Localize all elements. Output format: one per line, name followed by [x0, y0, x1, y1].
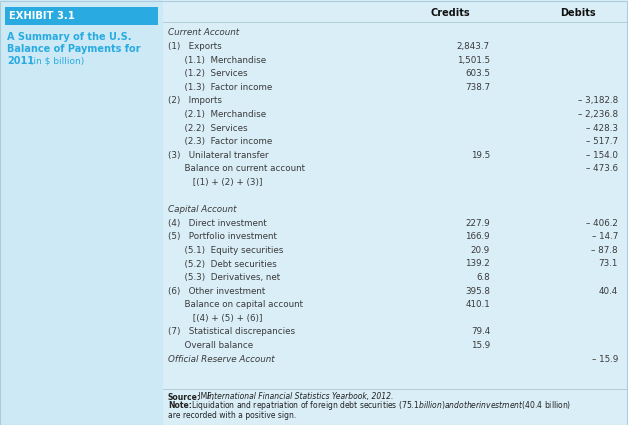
Text: [(1) + (2) + (3)]: [(1) + (2) + (3)] [168, 178, 263, 187]
Text: (7)   Statistical discrepancies: (7) Statistical discrepancies [168, 328, 295, 337]
Text: Source:: Source: [168, 393, 201, 402]
Text: – 517.7: – 517.7 [586, 137, 618, 146]
Text: (in $ billion): (in $ billion) [27, 56, 84, 65]
Bar [0, 0, 163, 425]
Text: Current Account: Current Account [168, 28, 239, 37]
Text: 15.9: 15.9 [471, 341, 490, 350]
Text: – 15.9: – 15.9 [592, 355, 618, 364]
Text: 227.9: 227.9 [465, 219, 490, 228]
Text: 73.1: 73.1 [598, 260, 618, 269]
Text: 1,501.5: 1,501.5 [457, 56, 490, 65]
Text: 19.5: 19.5 [471, 151, 490, 160]
Text: – 154.0: – 154.0 [586, 151, 618, 160]
Text: 166.9: 166.9 [465, 232, 490, 241]
Text: 603.5: 603.5 [465, 69, 490, 78]
Text: (2.3)  Factor income: (2.3) Factor income [168, 137, 273, 146]
Text: A Summary of the U.S.: A Summary of the U.S. [7, 32, 131, 42]
Text: Capital Account: Capital Account [168, 205, 237, 214]
Text: (5.2)  Debt securities: (5.2) Debt securities [168, 260, 277, 269]
Text: (2.2)  Services: (2.2) Services [168, 124, 247, 133]
Text: (1.2)  Services: (1.2) Services [168, 69, 247, 78]
Text: (5.3)  Derivatives, net: (5.3) Derivatives, net [168, 273, 280, 282]
Text: IMF,: IMF, [196, 393, 217, 402]
Text: (3)   Unilateral transfer: (3) Unilateral transfer [168, 151, 269, 160]
Text: (5)   Portfolio investment: (5) Portfolio investment [168, 232, 277, 241]
Text: – 2,236.8: – 2,236.8 [578, 110, 618, 119]
Text: Balance on current account: Balance on current account [168, 164, 305, 173]
Bar [5, 7, 158, 25]
Text: (1)   Exports: (1) Exports [168, 42, 222, 51]
Text: Official Reserve Account: Official Reserve Account [168, 355, 274, 364]
Text: (2.1)  Merchandise: (2.1) Merchandise [168, 110, 266, 119]
Text: International Financial Statistics Yearbook, 2012.: International Financial Statistics Yearb… [207, 393, 393, 402]
Text: (5.1)  Equity securities: (5.1) Equity securities [168, 246, 283, 255]
Text: – 87.8: – 87.8 [592, 246, 618, 255]
Text: – 406.2: – 406.2 [586, 219, 618, 228]
Text: Liquidation and repatriation of foreign debt securities ($75.1 billion) and othe: Liquidation and repatriation of foreign … [189, 400, 571, 413]
Text: 6.8: 6.8 [476, 273, 490, 282]
Text: Debits: Debits [560, 8, 596, 18]
Text: Balance of Payments for: Balance of Payments for [7, 44, 141, 54]
Text: [(4) + (5) + (6)]: [(4) + (5) + (6)] [168, 314, 263, 323]
Text: 410.1: 410.1 [465, 300, 490, 309]
Text: 2011: 2011 [7, 56, 34, 66]
Text: – 428.3: – 428.3 [586, 124, 618, 133]
Text: EXHIBIT 3.1: EXHIBIT 3.1 [9, 11, 75, 21]
Text: 395.8: 395.8 [465, 287, 490, 296]
Text: Note:: Note: [168, 402, 192, 411]
Bar [163, 0, 628, 425]
Text: (1.3)  Factor income: (1.3) Factor income [168, 83, 273, 92]
Text: – 14.7: – 14.7 [592, 232, 618, 241]
Text: (1.1)  Merchandise: (1.1) Merchandise [168, 56, 266, 65]
Text: 40.4: 40.4 [598, 287, 618, 296]
Text: (4)   Direct investment: (4) Direct investment [168, 219, 267, 228]
Text: Credits: Credits [430, 8, 470, 18]
Text: 139.2: 139.2 [465, 260, 490, 269]
Text: (2)   Imports: (2) Imports [168, 96, 222, 105]
Text: 20.9: 20.9 [471, 246, 490, 255]
Text: – 473.6: – 473.6 [586, 164, 618, 173]
Text: 738.7: 738.7 [465, 83, 490, 92]
Text: Overall balance: Overall balance [168, 341, 253, 350]
Text: (6)   Other investment: (6) Other investment [168, 287, 265, 296]
Text: Balance on capital account: Balance on capital account [168, 300, 303, 309]
Text: 79.4: 79.4 [471, 328, 490, 337]
Text: – 3,182.8: – 3,182.8 [578, 96, 618, 105]
Text: are recorded with a positive sign.: are recorded with a positive sign. [168, 411, 296, 419]
Text: 2,843.7: 2,843.7 [457, 42, 490, 51]
